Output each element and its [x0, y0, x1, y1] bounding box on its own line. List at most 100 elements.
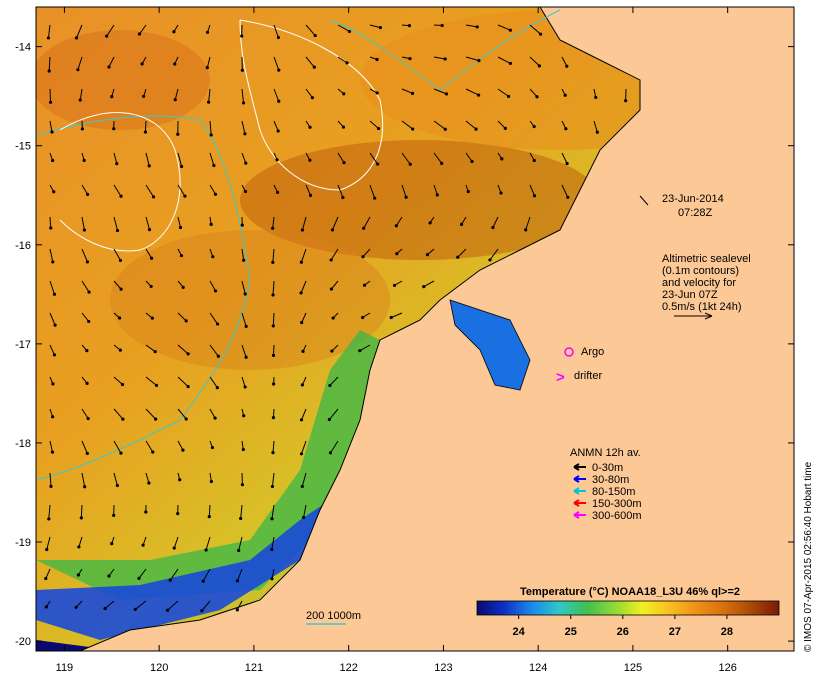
- velocity-arrow: [529, 24, 543, 36]
- velocity-arrow: [241, 440, 245, 452]
- velocity-arrow: [241, 376, 247, 389]
- lat-tick-label: -18: [15, 438, 31, 450]
- drifter-label: drifter: [574, 370, 602, 382]
- velocity-arrow: [401, 120, 415, 131]
- velocity-arrow: [107, 568, 115, 578]
- velocity-arrow: [137, 24, 147, 36]
- anmn-legend-item: 300-600m: [573, 510, 642, 522]
- date-label: 23-Jun-2014: [662, 193, 724, 205]
- velocity-arrow: [49, 248, 55, 264]
- svg-text:Altimetric sealevel: Altimetric sealevel: [662, 253, 751, 265]
- lat-tick-label: -17: [15, 339, 31, 351]
- velocity-arrow: [112, 120, 116, 131]
- velocity-arrow: [145, 312, 154, 320]
- velocity-arrow: [305, 56, 316, 69]
- velocity-arrow: [433, 88, 449, 96]
- velocity-arrow: [529, 88, 539, 99]
- velocity-arrow: [209, 280, 218, 293]
- velocity-arrow: [143, 120, 147, 134]
- lat-tick-label: -14: [15, 42, 31, 54]
- velocity-arrow: [459, 216, 467, 226]
- velocity-arrow: [328, 376, 339, 388]
- velocity-arrow: [105, 24, 115, 38]
- velocity-arrow: [331, 312, 339, 320]
- velocity-arrow: [209, 408, 217, 420]
- time-label: 07:28Z: [678, 207, 713, 219]
- velocity-arrow: [145, 440, 155, 454]
- velocity-arrow: [81, 280, 91, 294]
- velocity-arrow: [81, 152, 86, 162]
- velocity-arrow: [142, 88, 147, 98]
- velocity-arrow: [422, 280, 435, 289]
- velocity-arrow: [107, 56, 115, 69]
- velocity-arrow: [270, 536, 275, 552]
- velocity-arrow: [273, 56, 281, 72]
- velocity-arrow: [329, 280, 339, 291]
- velocity-arrow: [49, 472, 53, 488]
- colorbar-tick-label: 25: [565, 626, 577, 638]
- velocity-arrow: [270, 504, 275, 521]
- velocity-arrow: [145, 216, 152, 232]
- velocity-arrow: [207, 504, 211, 519]
- velocity-arrow: [113, 440, 123, 455]
- velocity-arrow: [165, 600, 179, 612]
- velocity-arrow: [241, 120, 247, 136]
- velocity-arrow: [428, 216, 435, 225]
- velocity-arrow: [209, 472, 213, 484]
- velocity-arrow: [273, 184, 280, 194]
- velocity-arrow: [299, 440, 307, 456]
- velocity-arrow: [271, 216, 275, 230]
- velocity-arrow: [209, 248, 215, 259]
- velocity-arrow: [272, 376, 276, 386]
- velocity-arrow: [209, 440, 215, 450]
- velocity-arrow: [361, 312, 371, 320]
- velocity-arrow: [81, 248, 90, 264]
- velocity-arrow: [113, 248, 123, 263]
- colorbar-tick-label: 26: [617, 626, 629, 638]
- velocity-arrow: [209, 216, 213, 226]
- velocity-arrow: [271, 248, 275, 264]
- velocity-arrow: [270, 568, 275, 581]
- velocity-arrow: [369, 88, 379, 95]
- velocity-arrow: [362, 216, 371, 230]
- velocity-arrow: [337, 152, 346, 165]
- velocity-arrow: [209, 344, 220, 358]
- velocity-arrow: [271, 440, 275, 455]
- velocity-arrow: [300, 312, 307, 325]
- velocity-arrow: [209, 120, 213, 137]
- velocity-arrow: [241, 248, 246, 262]
- velocity-arrow: [561, 88, 567, 97]
- velocity-arrow: [79, 504, 83, 520]
- velocity-arrow: [49, 408, 55, 419]
- velocity-arrow: [172, 24, 179, 34]
- velocity-arrow: [49, 344, 57, 357]
- svg-text:23-Jun 07Z: 23-Jun 07Z: [662, 289, 718, 301]
- velocity-arrow: [328, 440, 339, 455]
- velocity-arrow: [177, 152, 184, 169]
- velocity-arrow: [81, 440, 89, 455]
- velocity-arrow: [145, 408, 158, 421]
- velocity-arrow: [305, 88, 315, 100]
- lon-tick-label: 126: [718, 662, 736, 674]
- velocity-arrow: [177, 344, 190, 356]
- velocity-arrow: [44, 600, 51, 609]
- argo-marker: [564, 347, 574, 357]
- velocity-arrow: [176, 504, 180, 516]
- velocity-arrow: [49, 184, 56, 194]
- velocity-arrow: [145, 248, 154, 260]
- velocity-arrow: [46, 24, 51, 40]
- velocity-arrow: [425, 248, 435, 257]
- velocity-arrow: [113, 408, 125, 421]
- velocity-arrow: [240, 24, 244, 38]
- velocity-arrow: [241, 280, 247, 296]
- lat-tick-label: -19: [15, 537, 31, 549]
- velocity-arrow: [241, 152, 248, 165]
- velocity-arrow: [113, 312, 122, 320]
- colorbar-gradient: [476, 600, 780, 616]
- velocity-arrow: [141, 536, 147, 547]
- velocity-arrow: [177, 472, 182, 482]
- velocity-arrow: [49, 312, 57, 327]
- velocity-arrow: [465, 24, 479, 29]
- svg-text:30-80m: 30-80m: [592, 474, 629, 486]
- velocity-arrow: [497, 184, 503, 195]
